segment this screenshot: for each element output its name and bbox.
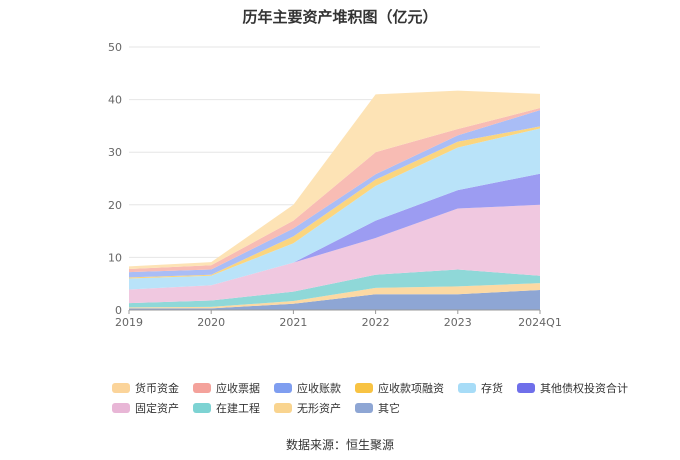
legend-label: 应收账款 bbox=[297, 382, 341, 395]
legend-swatch bbox=[458, 383, 476, 393]
axes: 0 10 20 30 40 50 2019 2020 2021 2022 2023 2024Q1 bbox=[108, 41, 562, 329]
legend-item[interactable]: 应收款项融资 bbox=[355, 380, 444, 396]
legend-item[interactable]: 存货 bbox=[458, 380, 503, 396]
area-series-固定资产 bbox=[129, 204, 540, 304]
x-tick-label: 2021 bbox=[279, 316, 307, 329]
y-tick-label: 0 bbox=[115, 304, 122, 317]
legend-item[interactable]: 应收票据 bbox=[193, 380, 260, 396]
y-tick-label: 50 bbox=[108, 41, 122, 54]
legend-swatch bbox=[355, 383, 373, 393]
legend-swatch bbox=[274, 403, 292, 413]
legend-item[interactable]: 货币资金 bbox=[112, 380, 179, 396]
legend-item[interactable]: 其它 bbox=[355, 400, 400, 416]
area-series-应收账款 bbox=[129, 110, 540, 278]
legend-swatch bbox=[193, 403, 211, 413]
legend-swatch bbox=[355, 403, 373, 413]
area-series-在建工程 bbox=[129, 269, 540, 308]
area-series-存货 bbox=[129, 128, 540, 290]
legend-item[interactable]: 应收账款 bbox=[274, 380, 341, 396]
legend-item[interactable]: 固定资产 bbox=[112, 400, 179, 416]
legend-label: 存货 bbox=[481, 382, 503, 395]
x-tick-label: 2024Q1 bbox=[518, 316, 562, 329]
area-series-货币资金 bbox=[129, 90, 540, 269]
stacked-area-chart: 0 10 20 30 40 50 2019 2020 2021 2022 2023 2024Q1 bbox=[108, 41, 562, 329]
x-tick-label: 2023 bbox=[444, 316, 472, 329]
legend-row: 货币资金 应收票据 应收账款 应收款项融资 存货 其他债权投资合计 bbox=[112, 378, 628, 398]
area-series-其他债权投资合计 bbox=[129, 173, 540, 290]
area-series-其它 bbox=[129, 290, 540, 310]
y-tick-label: 30 bbox=[108, 146, 122, 159]
legend-swatch bbox=[517, 383, 535, 393]
y-tick-label: 10 bbox=[108, 251, 122, 264]
legend-label: 在建工程 bbox=[216, 402, 260, 415]
legend-label: 其它 bbox=[378, 402, 400, 415]
x-tick-label: 2022 bbox=[362, 316, 390, 329]
legend-swatch bbox=[274, 383, 292, 393]
legend-label: 应收票据 bbox=[216, 382, 260, 395]
y-tick-label: 20 bbox=[108, 199, 122, 212]
legend-swatch bbox=[112, 383, 130, 393]
legend-item[interactable]: 在建工程 bbox=[193, 400, 260, 416]
legend-row: 固定资产 在建工程 无形资产 其它 bbox=[112, 398, 592, 418]
legend-label: 无形资产 bbox=[297, 402, 341, 415]
legend-item[interactable]: 无形资产 bbox=[274, 400, 341, 416]
legend-item[interactable]: 其他债权投资合计 bbox=[517, 380, 628, 396]
x-tick-label: 2020 bbox=[197, 316, 225, 329]
area-series-应收票据 bbox=[129, 108, 540, 273]
area-series bbox=[129, 90, 540, 310]
legend-label: 应收款项融资 bbox=[378, 382, 444, 395]
legend-label: 货币资金 bbox=[135, 382, 179, 395]
y-tick-label: 40 bbox=[108, 94, 122, 107]
chart-title: 历年主要资产堆积图（亿元） bbox=[242, 8, 438, 26]
legend-label: 固定资产 bbox=[135, 402, 179, 415]
legend-swatch bbox=[193, 383, 211, 393]
x-tick-label: 2019 bbox=[115, 316, 143, 329]
data-source-note: 数据来源：恒生聚源 bbox=[285, 438, 394, 452]
area-series-无形资产 bbox=[129, 283, 540, 309]
legend-label: 其他债权投资合计 bbox=[540, 382, 628, 395]
legend-swatch bbox=[112, 403, 130, 413]
legend: 货币资金 应收票据 应收账款 应收款项融资 存货 其他债权投资合计 固定资产 在建工程 无形资… bbox=[112, 378, 628, 418]
